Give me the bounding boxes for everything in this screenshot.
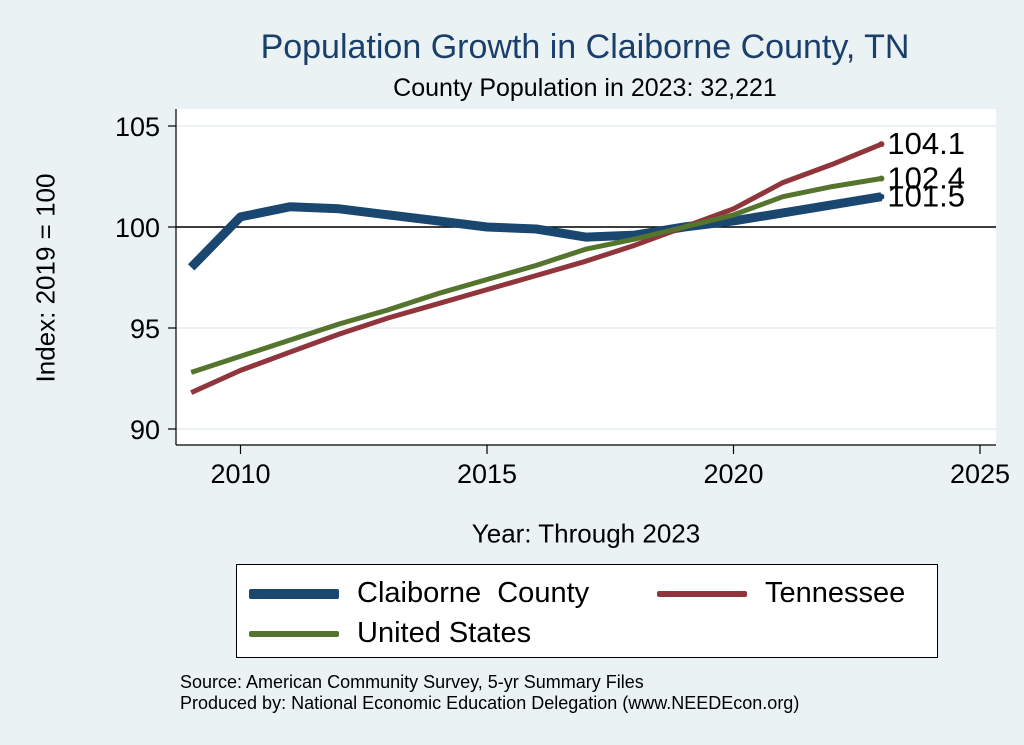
y-tick-label: 90 <box>130 415 160 445</box>
legend-swatch-claiborne <box>249 588 339 599</box>
x-tick-label: 2015 <box>457 459 517 489</box>
x-tick-label: 2020 <box>703 459 763 489</box>
series-line-claiborne-county <box>187 192 883 271</box>
plot-area <box>176 109 996 445</box>
legend-item-tennessee: Tennessee <box>657 577 905 610</box>
x-tick-label: 2025 <box>950 459 1010 489</box>
source-line: Source: American Community Survey, 5-yr … <box>180 672 644 692</box>
legend-swatch-tennessee <box>657 590 747 597</box>
x-axis-label: Year: Through 2023 <box>471 518 701 549</box>
producer-line: Produced by: National Economic Education… <box>180 693 800 713</box>
end-label: 101.5 <box>887 179 965 214</box>
x-tick-label: 2010 <box>210 459 270 489</box>
legend-swatch-united-states <box>249 630 339 637</box>
legend-item-claiborne: Claiborne County <box>249 577 589 610</box>
chart-title: Population Growth in Claiborne County, T… <box>260 28 910 66</box>
y-tick-label: 105 <box>115 112 160 142</box>
chart-subtitle: County Population in 2023: 32,221 <box>393 74 777 102</box>
legend-label-united-states: United States <box>357 617 532 649</box>
end-label: 102.4 <box>887 161 965 196</box>
legend: Claiborne County Tennessee United States <box>236 564 938 658</box>
end-label: 104.1 <box>887 126 965 161</box>
series-line-united-states <box>190 176 882 375</box>
legend-label-claiborne: Claiborne County <box>357 577 590 609</box>
legend-label-tennessee: Tennessee <box>765 577 906 609</box>
end-marker <box>878 193 885 200</box>
source-note: Source: American Community Survey, 5-yr … <box>180 672 799 714</box>
end-marker <box>878 175 885 182</box>
y-tick-label: 95 <box>130 314 160 344</box>
y-axis-label: Index: 2019 = 100 <box>30 173 61 383</box>
y-tick-label: 100 <box>115 213 160 243</box>
end-marker <box>878 141 885 148</box>
series-lines <box>187 141 883 395</box>
legend-item-united-states: United States <box>249 617 531 650</box>
axes: 105 100 95 90 2010 2015 2020 2025 <box>115 109 1010 489</box>
series-line-tennessee <box>190 141 883 395</box>
